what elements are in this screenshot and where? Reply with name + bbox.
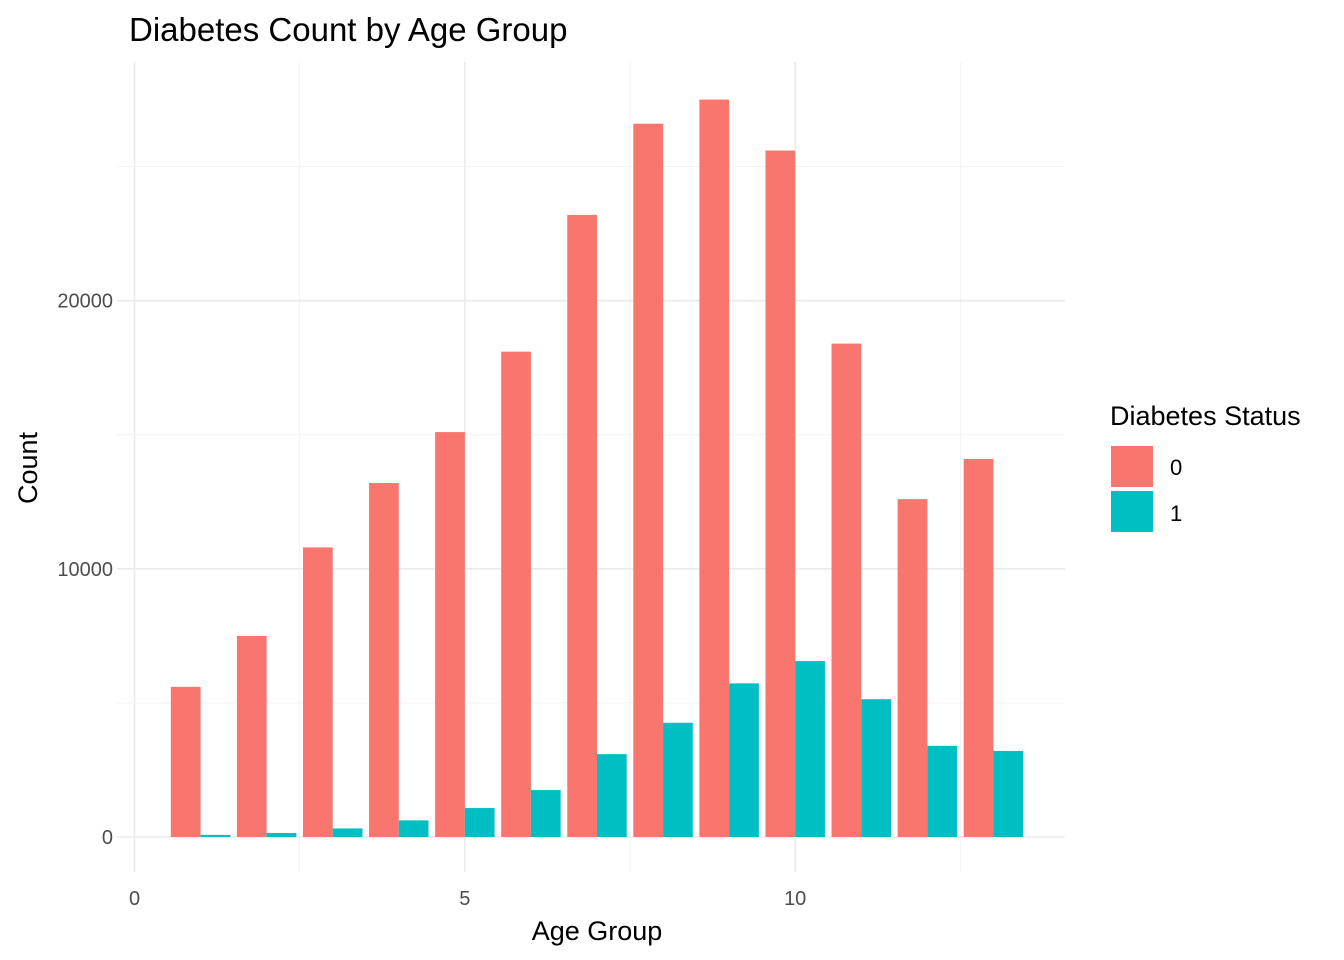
bar-series-1: [200, 834, 231, 837]
y-axis-title: Count: [13, 431, 43, 504]
bar-series-1: [332, 828, 363, 837]
bar-series-1: [398, 820, 429, 837]
chart-title: Diabetes Count by Age Group: [129, 11, 567, 48]
bar-series-1: [530, 790, 561, 837]
y-tick-label: 10000: [57, 559, 113, 581]
legend-title: Diabetes Status: [1110, 401, 1301, 431]
bar-series-1: [596, 754, 627, 837]
bar-series-1: [266, 832, 297, 837]
legend-swatch-1: [1111, 491, 1153, 532]
bar-series-0: [302, 547, 333, 837]
bar-series-0: [963, 458, 994, 837]
bar-series-0: [236, 635, 267, 837]
bar-series-0: [633, 123, 664, 838]
bar-series-0: [765, 150, 796, 838]
bars: [170, 99, 1024, 838]
legend-label-1: 1: [1170, 501, 1182, 526]
legend-swatch-0: [1111, 446, 1153, 487]
tick-labels: 0 5 10 0 10000 20000: [57, 291, 806, 910]
bar-series-0: [369, 483, 399, 837]
bar-series-1: [861, 699, 891, 837]
y-tick-label: 20000: [57, 291, 113, 313]
bar-series-1: [927, 745, 958, 837]
bar-series-1: [464, 808, 495, 837]
bar-series-0: [567, 214, 597, 837]
bar-series-1: [795, 661, 825, 837]
y-tick-label: 0: [102, 827, 113, 849]
bar-series-0: [435, 432, 465, 837]
bar-series-0: [170, 686, 201, 837]
bar-series-0: [831, 343, 862, 837]
legend: Diabetes Status 0 1: [1110, 401, 1301, 532]
bar-series-1: [729, 683, 759, 837]
legend-label-0: 0: [1170, 455, 1182, 480]
bar-series-0: [501, 351, 531, 837]
x-tick-label: 5: [459, 888, 470, 910]
bar-series-0: [897, 499, 928, 837]
x-tick-label: 0: [129, 888, 140, 910]
bar-series-1: [663, 722, 693, 837]
bar-series-0: [699, 99, 730, 838]
x-tick-label: 10: [784, 888, 806, 910]
bar-series-1: [993, 750, 1024, 837]
x-axis-title: Age Group: [532, 916, 663, 946]
